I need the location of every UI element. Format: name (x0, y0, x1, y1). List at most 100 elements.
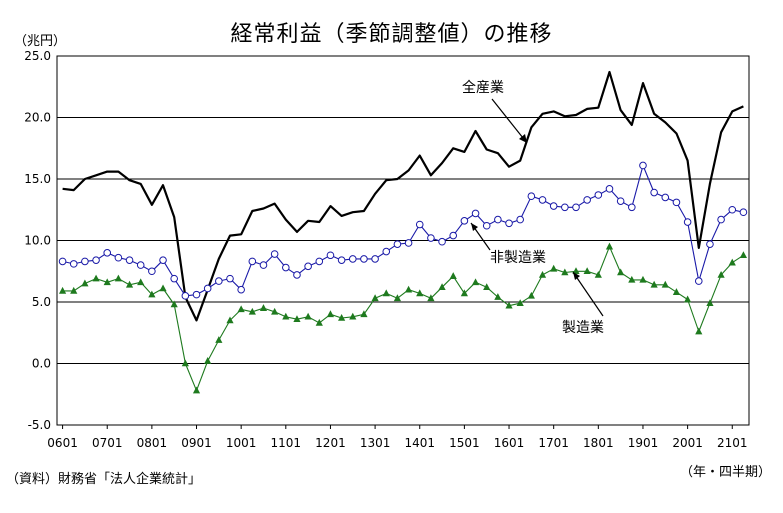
y-tick-label: 20.0 (24, 111, 51, 125)
y-tick-label: -5.0 (28, 418, 51, 432)
data-point-nonmfg (192, 290, 201, 299)
data-point-mfg (728, 258, 736, 266)
data-point-nonmfg (136, 261, 145, 269)
grid-lines (57, 117, 749, 364)
source-note: （資料）財務省「法人企業統計」 (6, 472, 202, 487)
data-point-nonmfg (371, 255, 379, 263)
data-point-mfg (148, 290, 156, 298)
x-tick-label: 2101 (717, 436, 748, 450)
data-point-nonmfg (58, 257, 67, 266)
x-tick-label: 0601 (47, 436, 78, 450)
y-axis-unit-label: （兆円） (14, 34, 67, 49)
data-point-nonmfg (360, 255, 368, 263)
data-point-nonmfg (415, 220, 424, 229)
plot-area-frame (56, 55, 750, 426)
data-point-mfg (739, 251, 748, 259)
annotation-label-mfg: 製造業 (562, 320, 604, 336)
data-point-mfg (661, 280, 669, 288)
data-point-mfg (516, 299, 524, 307)
data-point-nonmfg (348, 255, 357, 263)
data-point-mfg (81, 279, 89, 287)
data-point-mfg (438, 283, 446, 291)
series-nonmfg (58, 161, 748, 300)
data-point-nonmfg (706, 240, 714, 248)
data-point-nonmfg (92, 256, 100, 264)
data-point-nonmfg (427, 234, 435, 242)
x-tick-label: 0901 (181, 436, 212, 450)
data-point-mfg (137, 278, 145, 286)
data-point-nonmfg (315, 257, 324, 266)
data-point-nonmfg (494, 215, 502, 224)
data-point-mfg (427, 294, 435, 302)
data-point-mfg (538, 270, 547, 278)
data-point-nonmfg (103, 249, 112, 257)
data-point-nonmfg (471, 209, 480, 218)
annotation-arrowhead-nonmfg (471, 223, 478, 231)
series-line-all (62, 70, 744, 322)
data-point-mfg (583, 267, 591, 275)
data-point-nonmfg (270, 250, 279, 258)
data-point-nonmfg (337, 256, 346, 264)
data-point-mfg (561, 268, 569, 276)
x-tick-label: 1901 (628, 436, 659, 450)
x-axis-unit-label: （年・四半期） (679, 465, 771, 480)
data-point-nonmfg (650, 188, 658, 197)
x-tick-label: 1701 (538, 436, 569, 450)
data-point-nonmfg (538, 196, 547, 204)
data-point-mfg (58, 286, 67, 294)
y-tick-label: 0.0 (32, 357, 51, 371)
data-point-mfg (382, 289, 390, 297)
data-point-mfg (706, 299, 714, 307)
data-point-nonmfg (683, 218, 692, 226)
data-point-mfg (572, 267, 580, 275)
data-point-nonmfg (393, 240, 402, 248)
chart-title: 経常利益（季節調整値）の推移 (230, 22, 553, 47)
series-line-mfg (62, 246, 744, 392)
data-point-mfg (628, 275, 636, 283)
data-point-nonmfg (739, 208, 748, 217)
data-point-mfg (226, 316, 234, 324)
data-point-nonmfg (248, 257, 257, 266)
data-point-nonmfg (226, 274, 234, 283)
data-point-nonmfg (572, 203, 580, 212)
data-point-mfg (360, 310, 368, 318)
x-tick-label: 1401 (404, 436, 435, 450)
data-point-mfg (159, 284, 167, 292)
data-point-mfg (349, 312, 357, 320)
data-point-mfg (103, 278, 111, 286)
data-point-mfg (326, 310, 335, 318)
data-point-nonmfg (728, 205, 737, 214)
data-point-mfg (204, 357, 212, 364)
data-point-mfg (248, 307, 256, 315)
data-point-mfg (471, 278, 480, 286)
data-point-nonmfg (382, 247, 391, 256)
data-point-nonmfg (438, 237, 446, 246)
annotation-label-all: 全産業 (462, 79, 504, 96)
data-point-mfg (684, 295, 692, 303)
data-point-mfg (594, 270, 602, 278)
x-tick-label: 1601 (494, 436, 525, 450)
data-point-mfg (271, 307, 279, 315)
data-point-mfg (282, 312, 290, 320)
data-point-mfg (170, 300, 178, 308)
data-point-nonmfg (672, 198, 681, 207)
annotation-group: 全産業 非製造業 製造業 (462, 79, 604, 336)
series-all (62, 70, 744, 322)
data-point-nonmfg (639, 161, 647, 170)
x-tick-label: 1101 (271, 436, 302, 450)
annotation-arrow-mfg (572, 271, 604, 317)
data-point-mfg (460, 289, 468, 297)
data-point-mfg (404, 285, 413, 293)
data-point-nonmfg (125, 256, 134, 264)
x-tick-label: 1501 (449, 436, 480, 450)
data-point-mfg (672, 288, 681, 295)
annotation-label-nonmfg: 非製造業 (490, 250, 546, 266)
data-point-mfg (650, 280, 658, 288)
data-point-nonmfg (594, 191, 603, 199)
data-point-nonmfg (605, 185, 614, 193)
data-point-mfg (114, 274, 122, 282)
x-tick-label: 0801 (137, 436, 168, 450)
data-point-mfg (125, 280, 134, 288)
data-point-nonmfg (482, 221, 491, 230)
